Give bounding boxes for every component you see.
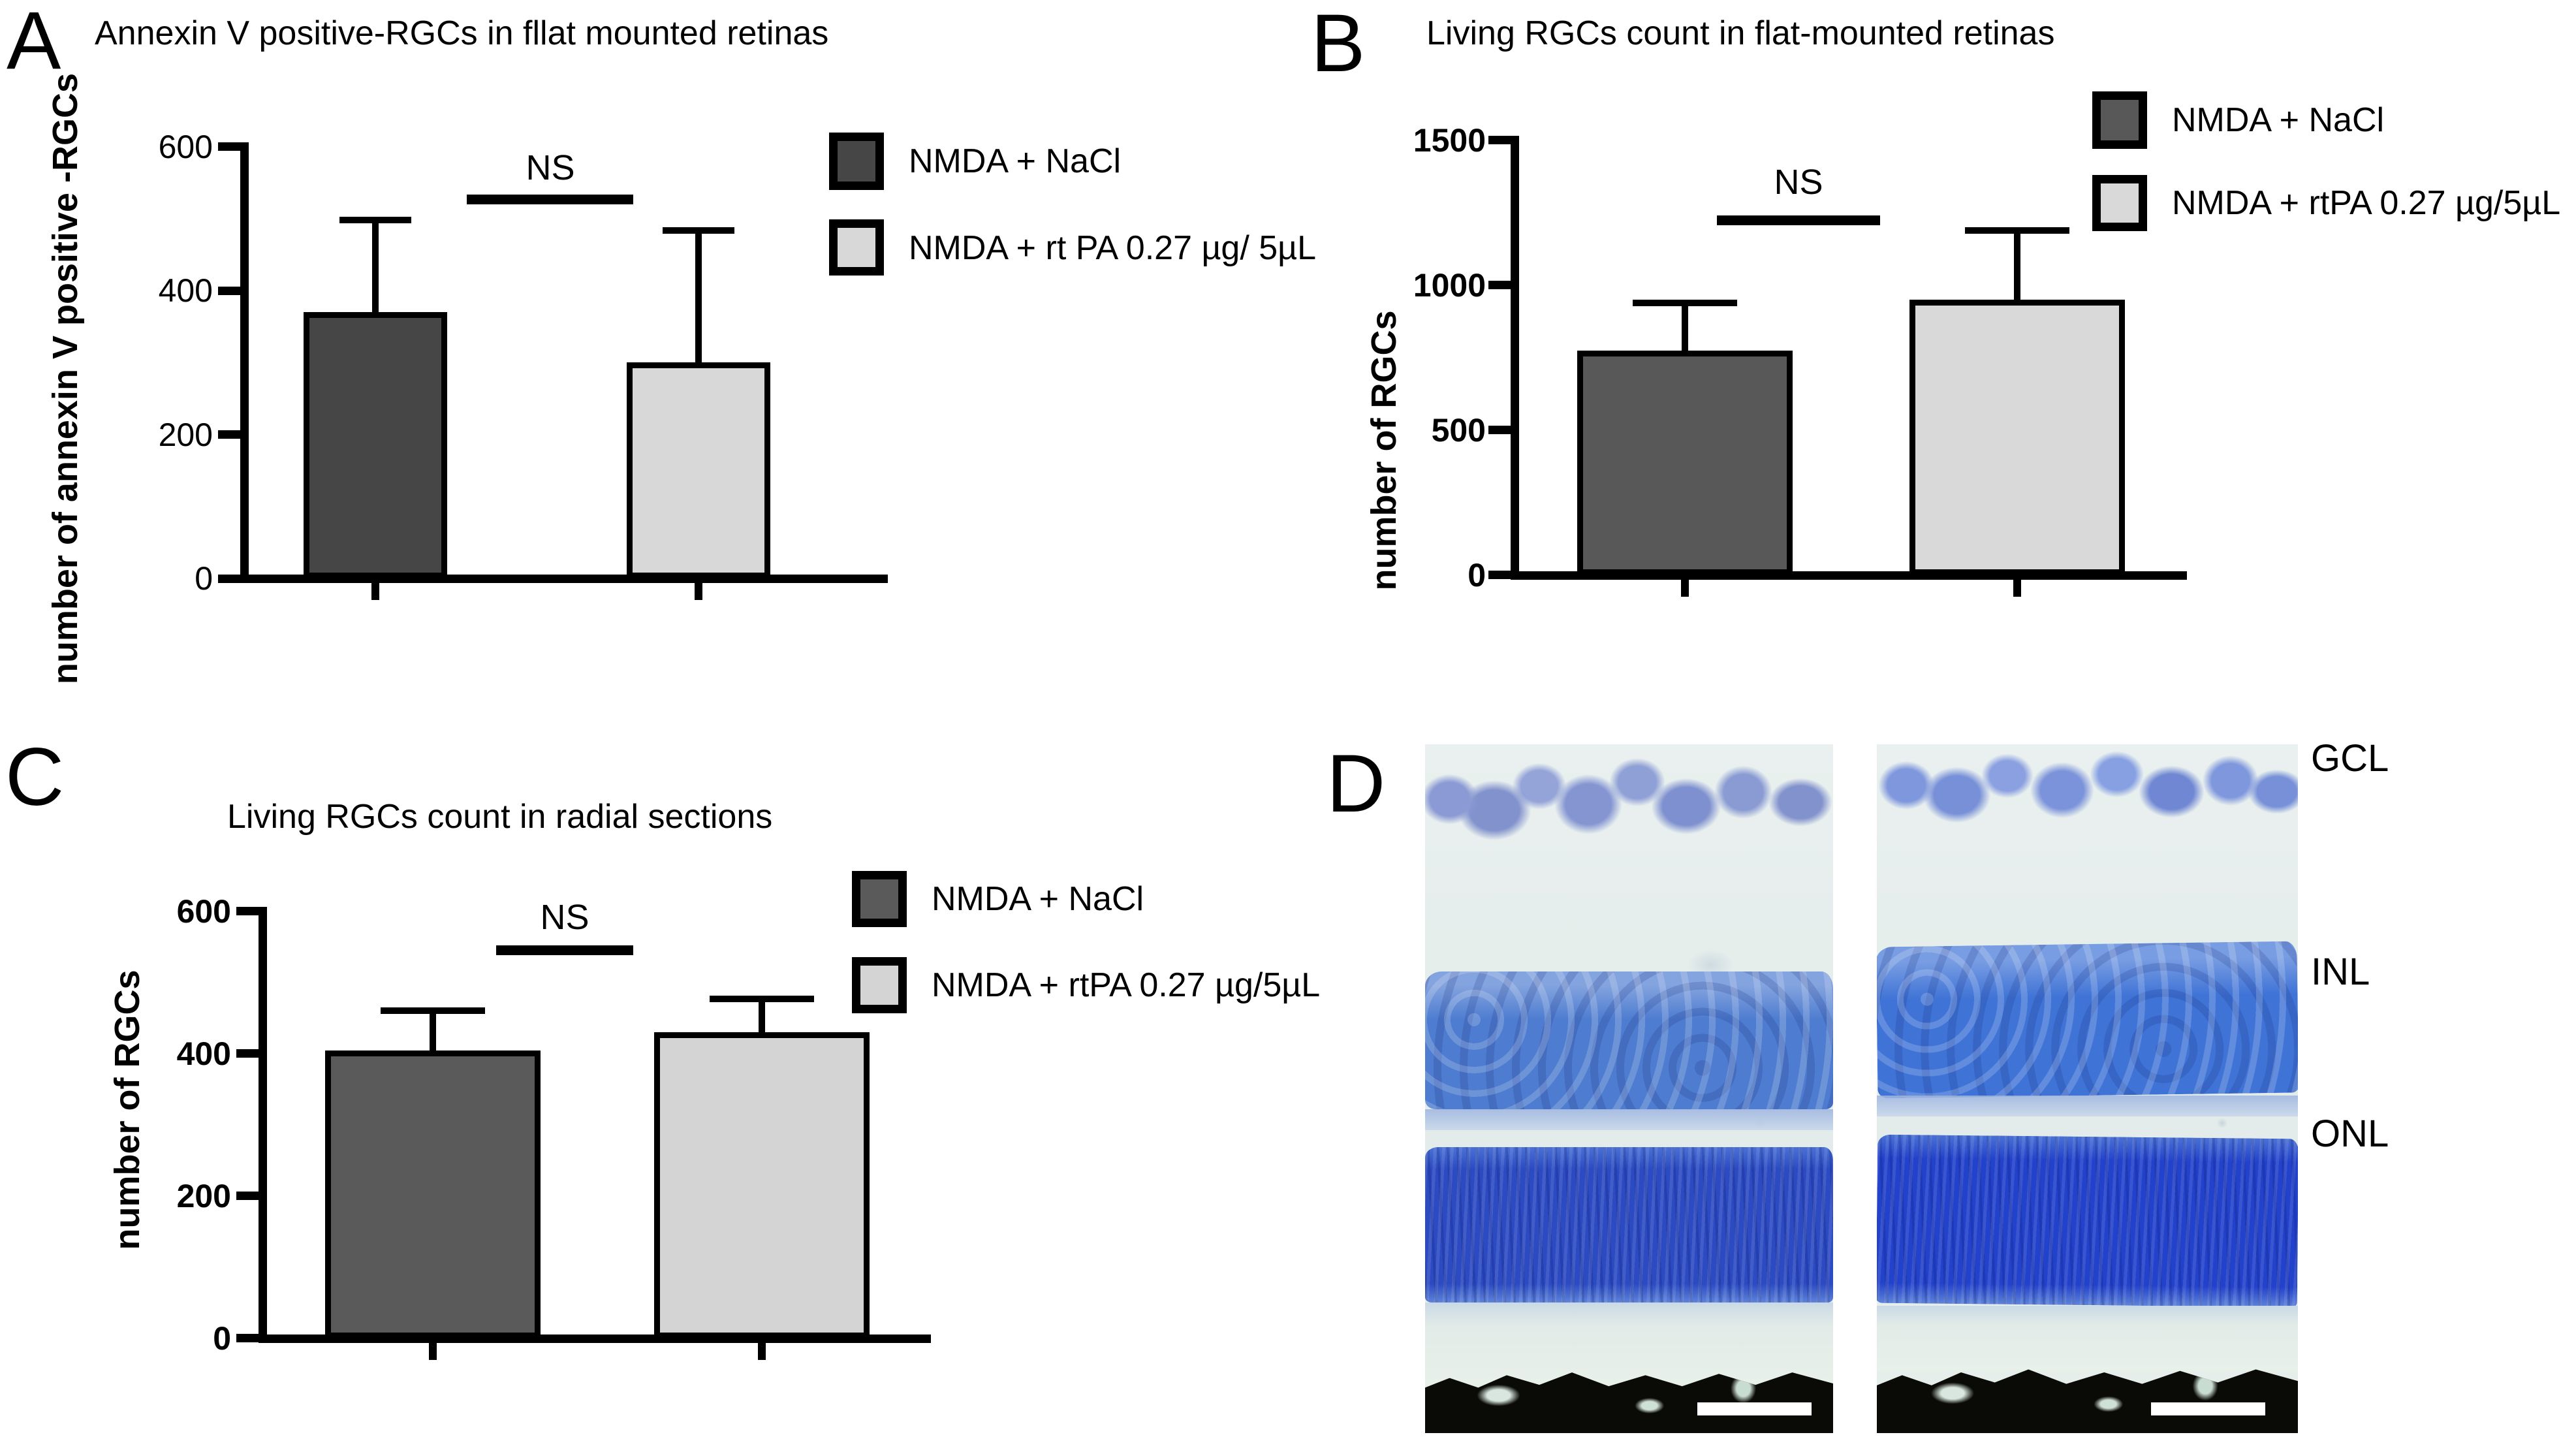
panel-a-ytick-600 bbox=[218, 142, 240, 151]
legend-swatch-nacl bbox=[2092, 91, 2147, 149]
error-bar-cap bbox=[339, 216, 411, 223]
legend-label-nacl: NMDA + NaCl bbox=[909, 142, 1122, 180]
error-bar-stem bbox=[759, 995, 765, 1033]
panel-b-ytick-0 bbox=[1488, 571, 1511, 579]
error-bar-stem bbox=[695, 227, 702, 363]
gcl-cell-layer bbox=[1877, 744, 2298, 824]
panel-b-ns-annotation: NS bbox=[1774, 163, 1823, 202]
panel-c-xtick bbox=[429, 1343, 437, 1360]
bar-rtpa bbox=[627, 362, 770, 578]
legend-swatch-rtpa bbox=[2092, 175, 2147, 231]
error-bar-cap bbox=[710, 995, 814, 1002]
legend-swatch-rtpa bbox=[852, 957, 907, 1013]
bar-rtpa bbox=[654, 1032, 870, 1338]
legend-label-rtpa: NMDA + rtPA 0.27 µg/5µL bbox=[2172, 184, 2561, 222]
panel-b-letter: B bbox=[1311, 0, 1366, 89]
panel-a-letter: A bbox=[7, 0, 61, 86]
error-bar-cap bbox=[1965, 227, 2069, 234]
panel-c-title: Living RGCs count in radial sections bbox=[227, 798, 773, 836]
panel-a-ytick-200 bbox=[218, 430, 240, 439]
panel-c-ytick-label: 0 bbox=[213, 1320, 231, 1357]
error-bar-cap bbox=[663, 227, 734, 234]
panel-a-ytick-label: 600 bbox=[158, 129, 213, 165]
panel-c-ytick-0 bbox=[236, 1334, 259, 1342]
legend-swatch-nacl bbox=[829, 133, 884, 190]
micrograph-rtpa-retina-section bbox=[1877, 744, 2298, 1433]
onl-cell-layer bbox=[1425, 1147, 1833, 1303]
panel-a-ytick-0 bbox=[218, 575, 240, 583]
gcl-cell-layer bbox=[1425, 744, 1833, 844]
error-bar-stem bbox=[1682, 300, 1688, 351]
panel-c-ytick-label: 600 bbox=[176, 893, 231, 930]
panel-b-ytick-500 bbox=[1488, 426, 1511, 434]
inl-cell-layer bbox=[1425, 971, 1833, 1110]
legend-swatch-rtpa bbox=[829, 219, 884, 276]
panel-b-ytick-1500 bbox=[1488, 136, 1511, 144]
panel-d-letter: D bbox=[1327, 738, 1386, 829]
legend-label-rtpa: NMDA + rtPA 0.27 µg/5µL bbox=[932, 966, 1321, 1004]
legend-label-nacl: NMDA + NaCl bbox=[932, 880, 1144, 918]
panel-c-ns-line bbox=[496, 945, 633, 955]
panel-b-ytick-label: 1000 bbox=[1413, 267, 1486, 304]
bar-nacl bbox=[1577, 350, 1793, 575]
panel-a-y-axis-label: number of annexin V positive -RGCs bbox=[46, 72, 85, 685]
onl-label: ONL bbox=[2311, 1113, 2389, 1155]
legend-label-nacl: NMDA + NaCl bbox=[2172, 101, 2385, 139]
panel-a-ytick-label: 400 bbox=[158, 272, 213, 309]
panel-b-ns-line bbox=[1717, 215, 1880, 225]
panel-b-title: Living RGCs count in flat-mounted retina… bbox=[1426, 14, 2055, 52]
panel-c-xtick bbox=[758, 1343, 766, 1360]
panel-b-ytick-label: 500 bbox=[1431, 412, 1486, 449]
error-bar-cap bbox=[1633, 300, 1737, 307]
scale-bar bbox=[2151, 1402, 2265, 1415]
error-bar-stem bbox=[430, 1007, 436, 1050]
photoreceptor-segment-layer bbox=[1425, 1302, 1833, 1385]
panel-a-title: Annexin V positive-RGCs in fllat mounted… bbox=[95, 14, 829, 52]
panel-b-ytick-label: 0 bbox=[1468, 557, 1486, 593]
rpe-choroid-layer bbox=[1877, 1369, 2298, 1433]
panel-a-ns-annotation: NS bbox=[526, 148, 575, 187]
legend-label-rtpa: NMDA + rt PA 0.27 µg/ 5µL bbox=[909, 229, 1317, 267]
panel-b-ytick-1000 bbox=[1488, 281, 1511, 289]
opl-layer bbox=[1425, 1109, 1833, 1130]
panel-b-xtick bbox=[1681, 580, 1689, 597]
panel-c-ytick-600 bbox=[236, 907, 259, 915]
micrograph-nacl-retina-section bbox=[1425, 744, 1833, 1433]
panel-b-xtick bbox=[2013, 580, 2021, 597]
bar-nacl bbox=[325, 1050, 541, 1338]
panel-c-ytick-200 bbox=[236, 1192, 259, 1200]
panel-c-letter: C bbox=[5, 732, 65, 823]
photoreceptor-segment-layer bbox=[1877, 1305, 2298, 1372]
panel-a-ytick-label: 0 bbox=[195, 560, 213, 597]
legend-swatch-nacl bbox=[852, 871, 907, 927]
inl-cell-layer bbox=[1877, 941, 2298, 1099]
panel-b-y-axis-label: number of RGCs bbox=[1364, 310, 1404, 591]
panel-c-ytick-400 bbox=[236, 1049, 259, 1058]
error-bar-stem bbox=[2014, 227, 2020, 300]
panel-b-y-axis bbox=[1511, 136, 1519, 580]
panel-c-ytick-label: 400 bbox=[176, 1035, 231, 1072]
onl-cell-layer bbox=[1877, 1134, 2298, 1308]
panel-a-ytick-400 bbox=[218, 287, 240, 295]
panel-b-ytick-label: 1500 bbox=[1413, 122, 1486, 159]
gcl-label: GCL bbox=[2311, 737, 2389, 780]
panel-c-y-axis bbox=[259, 907, 267, 1343]
inl-label: INL bbox=[2311, 951, 2370, 993]
panel-a-ns-line bbox=[467, 195, 633, 204]
bar-rtpa bbox=[1909, 300, 2125, 575]
panel-c-ytick-label: 200 bbox=[176, 1178, 231, 1214]
scale-bar bbox=[1697, 1402, 1812, 1415]
panel-a-y-axis bbox=[240, 142, 249, 583]
panel-a-ytick-label: 200 bbox=[158, 417, 213, 453]
opl-layer bbox=[1877, 1096, 2298, 1116]
error-bar-stem bbox=[372, 216, 379, 313]
panel-a-xtick bbox=[695, 583, 702, 600]
error-bar-cap bbox=[381, 1007, 485, 1015]
panel-a-xtick bbox=[371, 583, 379, 600]
panel-c-ns-annotation: NS bbox=[540, 898, 589, 937]
bar-nacl bbox=[304, 312, 447, 578]
